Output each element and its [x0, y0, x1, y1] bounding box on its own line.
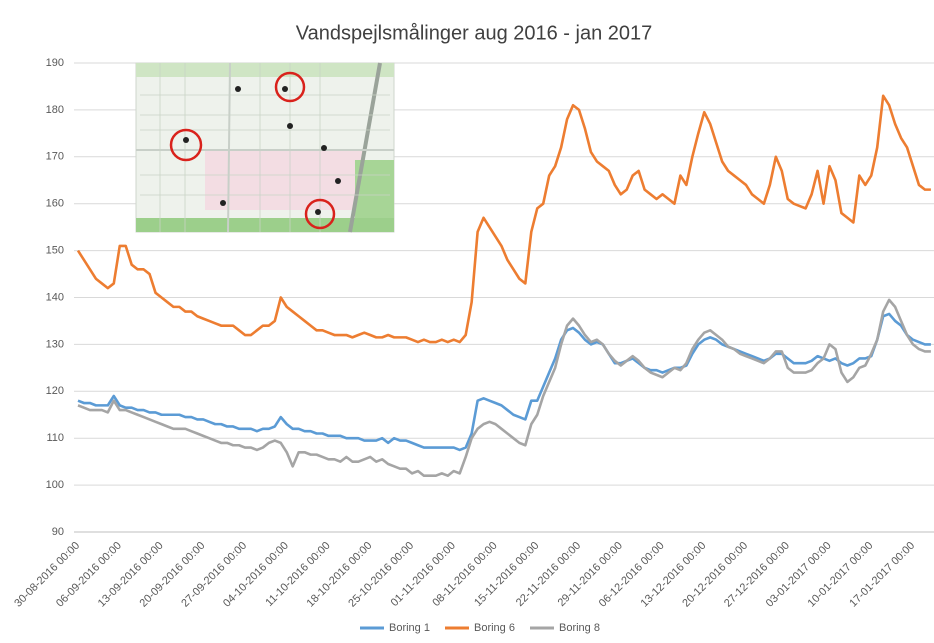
chart-title: Vandspejlsmålinger aug 2016 - jan 2017	[296, 22, 653, 44]
well-dot	[315, 209, 321, 215]
legend-label: Boring 6	[474, 622, 515, 634]
y-tick-label: 130	[46, 338, 64, 350]
y-tick-label: 190	[46, 57, 64, 69]
well-dot	[183, 137, 189, 143]
y-tick-label: 100	[46, 479, 64, 491]
well-dot	[321, 145, 327, 151]
y-tick-label: 120	[46, 385, 64, 397]
inset-map	[136, 63, 394, 232]
y-tick-label: 170	[46, 151, 64, 163]
well-dot	[220, 200, 226, 206]
y-tick-label: 150	[46, 245, 64, 257]
y-tick-label: 160	[46, 198, 64, 210]
legend-label: Boring 1	[389, 622, 430, 634]
legend-label: Boring 8	[559, 622, 600, 634]
well-dot	[235, 86, 241, 92]
well-dot	[335, 178, 341, 184]
y-tick-label: 90	[52, 526, 64, 538]
y-tick-label: 140	[46, 291, 64, 303]
chart: Vandspejlsmålinger aug 2016 - jan 2017 9…	[0, 0, 934, 643]
well-dot	[287, 123, 293, 129]
map-green-area	[136, 218, 394, 232]
y-tick-label: 110	[46, 432, 64, 444]
well-dot	[282, 86, 288, 92]
legend: Boring 1 Boring 6 Boring 8	[360, 622, 600, 634]
map-green-area	[136, 63, 394, 77]
y-tick-label: 180	[46, 104, 64, 116]
